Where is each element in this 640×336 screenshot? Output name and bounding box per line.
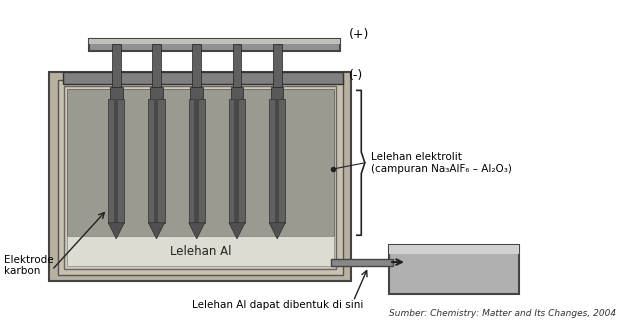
Bar [90, 39, 340, 51]
Bar [65, 86, 336, 269]
Text: Lelehan elektrolit
(campuran Na₃AlF₆ – Al₂O₃): Lelehan elektrolit (campuran Na₃AlF₆ – A… [371, 152, 512, 174]
Bar [230, 87, 243, 102]
Bar [271, 87, 284, 102]
Text: Lelehan Al: Lelehan Al [170, 245, 231, 258]
Bar [189, 99, 205, 223]
Bar [67, 89, 333, 236]
Bar [389, 245, 518, 294]
Text: Lelehan Al dapat dibentuk di sini: Lelehan Al dapat dibentuk di sini [191, 300, 363, 310]
Bar [58, 80, 342, 275]
Bar [110, 87, 122, 102]
Bar [63, 73, 342, 84]
Bar [269, 99, 285, 223]
Bar [49, 73, 351, 281]
Bar [152, 44, 161, 89]
Text: Elektrode
karbon: Elektrode karbon [4, 255, 54, 277]
Bar [194, 99, 198, 223]
Bar [148, 99, 164, 223]
Bar [389, 245, 518, 254]
Bar [192, 44, 201, 89]
Bar [232, 44, 241, 89]
Bar [150, 87, 163, 102]
Bar [67, 236, 333, 266]
Bar [113, 99, 118, 223]
Bar [273, 44, 282, 89]
Bar [275, 99, 279, 223]
Polygon shape [229, 223, 245, 239]
Bar [191, 87, 203, 102]
Polygon shape [269, 223, 285, 239]
Polygon shape [148, 223, 164, 239]
Bar [108, 99, 124, 223]
Polygon shape [189, 223, 205, 239]
Text: (-): (-) [349, 69, 363, 82]
Bar [234, 99, 239, 223]
Polygon shape [331, 258, 394, 266]
Bar [154, 99, 158, 223]
Text: Sumber: Chemistry: Matter and Its Changes, 2004: Sumber: Chemistry: Matter and Its Change… [389, 309, 616, 319]
Bar [112, 44, 121, 89]
Polygon shape [108, 223, 124, 239]
Text: (+): (+) [349, 29, 369, 41]
Bar [229, 99, 245, 223]
Bar [90, 39, 340, 44]
